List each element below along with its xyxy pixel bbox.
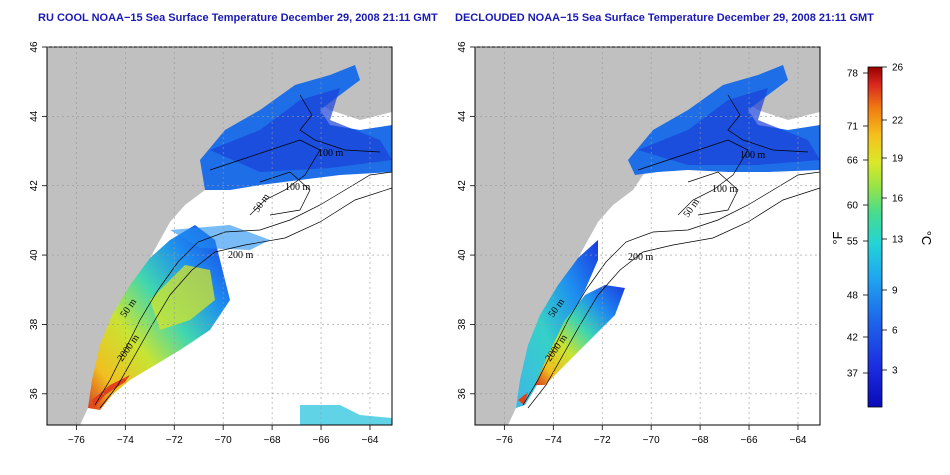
lon-tick-label: −74 — [545, 435, 562, 446]
contour-label: 100 m — [318, 148, 344, 159]
right-map-frame — [474, 46, 821, 426]
lat-tick-label: 44 — [457, 110, 468, 122]
contour-label: 100 m — [740, 150, 766, 161]
lat-tick-label: 42 — [29, 180, 40, 192]
temperature-colorbar: 78 71 66 60 55 48 42 37 26 22 19 16 13 9 6 3 °F °C — [830, 63, 934, 408]
lat-tick-label: 40 — [29, 249, 40, 261]
celsius-tick-label: 19 — [892, 154, 904, 165]
lon-tick-label: −72 — [166, 435, 183, 446]
lon-tick-label: −74 — [117, 435, 134, 446]
lon-tick-label: −72 — [594, 435, 611, 446]
celsius-tick-label: 26 — [892, 63, 904, 74]
lon-tick-label: −66 — [313, 435, 330, 446]
lat-tick-label: 36 — [457, 388, 468, 400]
fahrenheit-tick-label: 60 — [847, 201, 859, 212]
contour-label: 100 m — [285, 182, 311, 193]
land-mass — [47, 47, 392, 425]
fahrenheit-tick-label: 78 — [847, 69, 859, 80]
lat-tick-label: 44 — [29, 110, 40, 122]
shelf-water-region — [516, 240, 598, 408]
left-map-frame — [46, 46, 393, 426]
land-mass — [475, 47, 820, 425]
fahrenheit-tick-label: 55 — [847, 237, 859, 248]
celsius-label: °C — [919, 231, 934, 246]
celsius-tick-label: 13 — [892, 235, 904, 246]
celsius-tick-label: 16 — [892, 194, 904, 205]
lon-tick-label: −70 — [215, 435, 232, 446]
contour-label: 200 m — [628, 252, 654, 263]
lon-tick-label: −64 — [789, 435, 806, 446]
fahrenheit-tick-label: 48 — [847, 291, 859, 302]
warm-water-region — [535, 285, 625, 385]
lat-tick-label: 46 — [457, 41, 468, 53]
lat-tick-label: 40 — [457, 249, 468, 261]
lon-tick-label: −70 — [643, 435, 660, 446]
lat-tick-label: 38 — [457, 318, 468, 330]
fahrenheit-label: °F — [830, 231, 845, 244]
fahrenheit-tick-label: 66 — [847, 156, 859, 167]
lat-tick-label: 36 — [29, 388, 40, 400]
fahrenheit-tick-label: 37 — [847, 369, 859, 380]
lon-tick-label: −66 — [741, 435, 758, 446]
lon-tick-label: −68 — [264, 435, 281, 446]
right-map-title: DECLOUDED NOAA−15 Sea Surface Temperatur… — [455, 12, 874, 24]
lat-tick-label: 46 — [29, 41, 40, 53]
celsius-tick-label: 22 — [892, 116, 904, 127]
fahrenheit-tick-label: 71 — [847, 122, 859, 133]
lon-tick-label: −68 — [692, 435, 709, 446]
lat-tick-label: 42 — [457, 180, 468, 192]
left-map-title: RU COOL NOAA−15 Sea Surface Temperature … — [38, 12, 438, 24]
celsius-tick-label: 9 — [892, 286, 898, 297]
lon-tick-label: −76 — [68, 435, 85, 446]
contour-label: 200 m — [228, 250, 254, 261]
fahrenheit-tick-label: 42 — [847, 333, 859, 344]
celsius-tick-label: 6 — [892, 326, 898, 337]
lon-tick-label: −64 — [361, 435, 378, 446]
lat-tick-label: 38 — [29, 318, 40, 330]
colorbar-gradient — [867, 66, 883, 408]
contour-label: 100 m — [712, 184, 738, 195]
lon-tick-label: −76 — [496, 435, 513, 446]
celsius-tick-label: 3 — [892, 366, 898, 377]
